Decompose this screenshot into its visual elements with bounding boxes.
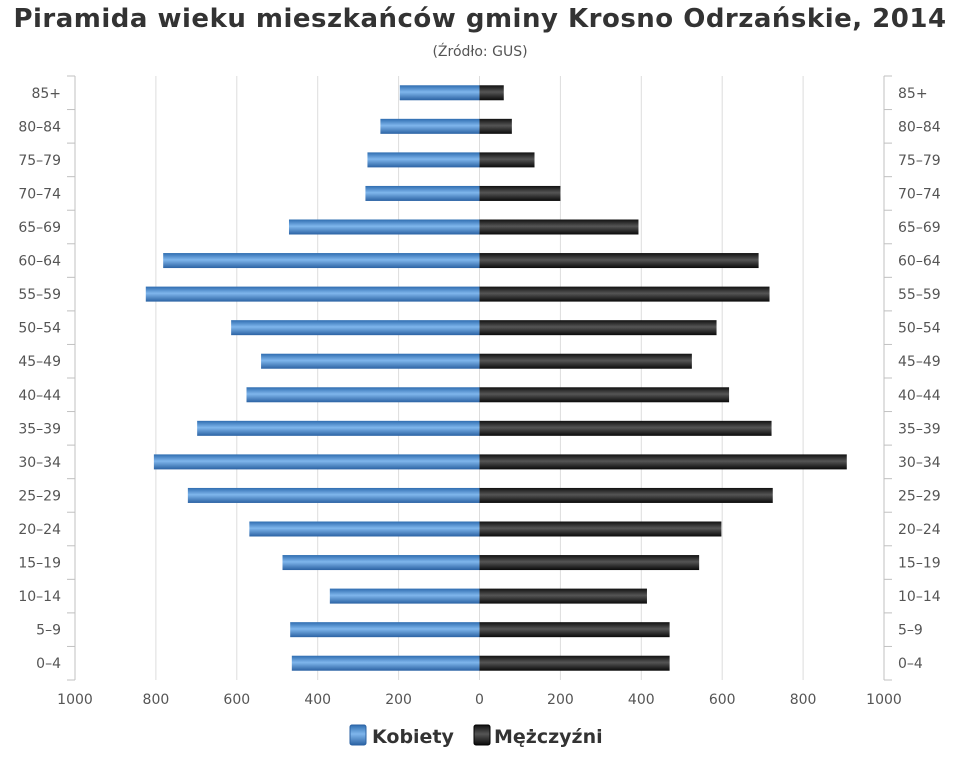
y-tick-label-left: 80–84 [18, 119, 61, 135]
bar-female [163, 253, 480, 269]
legend-item-female[interactable]: Kobiety [349, 724, 455, 748]
bar-male [479, 588, 647, 604]
bar-male [479, 85, 504, 101]
bar-female [282, 555, 480, 571]
bar-male [479, 655, 670, 671]
y-tick-label-right: 0–4 [898, 656, 923, 672]
x-tick-label: 800 [790, 692, 817, 708]
x-tick-label: 600 [223, 692, 250, 708]
y-tick-label-right: 25–29 [898, 488, 941, 504]
bar-male [479, 253, 759, 269]
y-tick-label-right: 5–9 [898, 623, 923, 639]
y-tick-label-right: 45–49 [898, 354, 941, 370]
bar-male [479, 420, 772, 436]
y-tick-label-left: 15–19 [18, 556, 61, 572]
y-tick-label-left: 5–9 [36, 623, 61, 639]
legend-label-male: Mężczyźni [494, 726, 603, 748]
y-tick-label-left: 60–64 [18, 254, 61, 270]
y-tick-label-left: 30–34 [18, 455, 61, 471]
legend[interactable]: Kobiety Mężczyźni [349, 724, 603, 748]
bars [145, 85, 847, 671]
bar-female [231, 320, 480, 336]
x-tick-label: 1000 [57, 692, 93, 708]
x-tick-label: 400 [304, 692, 331, 708]
y-tick-label-left: 45–49 [18, 354, 61, 370]
bar-male [479, 353, 692, 369]
y-tick-label-left: 65–69 [18, 220, 61, 236]
y-tick-label-left: 70–74 [18, 186, 61, 202]
y-tick-label-right: 30–34 [898, 455, 941, 471]
y-tick-label-right: 85+ [898, 86, 928, 102]
bar-female [145, 286, 480, 302]
bar-male [479, 454, 847, 470]
y-tick-label-right: 80–84 [898, 119, 941, 135]
chart-subtitle: (Źródło: GUS) [432, 44, 528, 60]
bar-male [479, 622, 670, 638]
legend-item-male[interactable]: Mężczyźni [473, 724, 603, 748]
bar-female [365, 185, 480, 201]
y-tick-label-left: 0–4 [36, 656, 61, 672]
y-tick-label-left: 35–39 [18, 421, 61, 437]
bar-female [187, 487, 480, 503]
y-tick-label-left: 20–24 [18, 522, 61, 538]
bar-male [479, 152, 535, 168]
y-tick-label-right: 40–44 [898, 388, 941, 404]
bar-male [479, 521, 722, 537]
bar-female [367, 152, 480, 168]
x-tick-label: 600 [709, 692, 736, 708]
y-tick-label-left: 85+ [31, 86, 61, 102]
bar-female [380, 118, 480, 134]
tick-labels: 1000 800 600 400 200 0 200 400 600 800 1000 85+ 85+ 8… [18, 86, 940, 708]
x-tick-label: 1000 [866, 692, 902, 708]
bar-female [291, 655, 480, 671]
bar-female [288, 219, 480, 235]
bar-female [261, 353, 480, 369]
legend-label-female: Kobiety [372, 726, 455, 748]
bar-female [197, 420, 480, 436]
x-tick-label: 0 [475, 692, 484, 708]
x-tick-label: 400 [628, 692, 655, 708]
legend-swatch-male [473, 724, 491, 746]
bar-female [329, 588, 480, 604]
y-tick-label-right: 10–14 [898, 589, 941, 605]
bar-female [246, 387, 480, 403]
bar-male [479, 185, 561, 201]
x-tick-label: 200 [385, 692, 412, 708]
y-tick-label-left: 55–59 [18, 287, 61, 303]
y-tick-label-right: 50–54 [898, 321, 941, 337]
y-tick-label-right: 20–24 [898, 522, 941, 538]
y-tick-label-left: 75–79 [18, 153, 61, 169]
y-tick-label-right: 15–19 [898, 556, 941, 572]
bar-female [153, 454, 480, 470]
bar-female [399, 85, 480, 101]
axes [67, 75, 892, 681]
y-tick-label-right: 70–74 [898, 186, 941, 202]
y-tick-label-right: 75–79 [898, 153, 941, 169]
bar-male [479, 387, 730, 403]
bar-male [479, 487, 773, 503]
y-tick-label-right: 65–69 [898, 220, 941, 236]
y-tick-label-left: 25–29 [18, 488, 61, 504]
x-tick-label: 800 [143, 692, 170, 708]
y-tick-label-left: 40–44 [18, 388, 61, 404]
legend-swatch-female [349, 724, 367, 746]
bar-male [479, 118, 512, 134]
y-tick-label-right: 55–59 [898, 287, 941, 303]
y-tick-label-left: 50–54 [18, 321, 61, 337]
y-tick-label-right: 35–39 [898, 421, 941, 437]
bar-male [479, 320, 717, 336]
bar-female [249, 521, 480, 537]
chart-title: Piramida wieku mieszkańców gminy Krosno … [13, 4, 947, 34]
y-tick-label-right: 60–64 [898, 254, 941, 270]
x-tick-label: 200 [547, 692, 574, 708]
bar-male [479, 555, 700, 571]
y-tick-label-left: 10–14 [18, 589, 61, 605]
bar-male [479, 219, 639, 235]
bar-male [479, 286, 770, 302]
bar-female [290, 622, 480, 638]
